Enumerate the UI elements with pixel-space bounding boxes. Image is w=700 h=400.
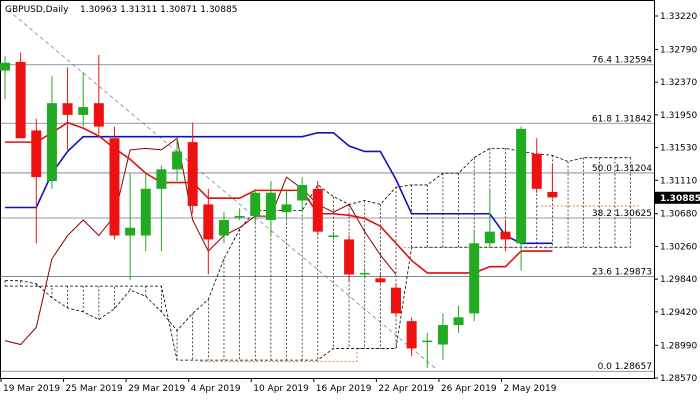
candle-body [187,142,198,206]
candle-body [0,62,10,71]
candle-body [203,204,214,240]
candle-body [500,231,511,240]
candle-body [516,128,527,244]
senkou-span-a [5,147,631,332]
candle-body [375,278,386,283]
fib-level-label: 38.2 1.30625 [592,209,652,219]
y-tick-label: 1.29420 [660,308,697,318]
candle-body [359,272,370,275]
x-tick-label: 26 Apr 2019 [441,384,497,394]
candle-body [250,192,261,217]
x-tick-label: 22 Apr 2019 [378,384,434,394]
candle-body [344,239,355,275]
y-tick-label: 1.28990 [660,341,697,351]
candle-body [140,188,151,236]
y-tick-label: 1.29840 [660,275,697,285]
x-tick-label: 16 Apr 2019 [316,384,372,394]
candle-body [172,151,183,170]
x-tick-label: 2 May 2019 [503,384,556,394]
candle-body [234,216,245,218]
y-tick-label: 1.30680 [660,210,697,220]
tenkan-sen [5,121,553,274]
current-price-label: 1.30885 [660,194,700,204]
candle-body [547,191,558,198]
candle-body [484,231,495,244]
candle-body [156,169,167,189]
candle-body [297,184,308,201]
candle-body [312,188,323,232]
ohlc-readout: 1.30963 1.31311 1.30871 1.30885 [80,5,237,15]
candle-body [406,321,417,349]
chikou-span [4,137,397,346]
plot-frame [0,0,655,379]
y-tick-label: 1.33220 [660,12,697,22]
y-tick-label: 1.31530 [660,144,697,154]
x-tick-label: 19 Mar 2019 [3,384,60,394]
candle-body [265,192,276,220]
chart-title: GBPUSD,Daily [5,5,69,15]
candle-body [78,107,89,115]
y-tick-label: 1.31950 [660,111,697,121]
candle-body [531,153,542,189]
candle-body [125,227,136,236]
candle-body [391,287,401,314]
fib-level-label: 76.4 1.32594 [592,56,652,66]
candle-body [453,317,464,326]
y-tick-label: 1.31110 [660,176,697,186]
fib-level-label: 0.0 1.28657 [598,362,652,372]
x-tick-label: 4 Apr 2019 [191,384,241,394]
senkou-span-b [5,246,631,361]
y-tick-label: 1.32790 [660,45,697,55]
candle-body [15,61,26,139]
candle-body [469,243,480,314]
y-tick-label: 1.32370 [660,78,697,88]
candle-body [328,235,339,238]
candle-body [437,325,448,345]
candle-body [62,103,73,115]
x-tick-label: 25 Mar 2019 [66,384,123,394]
candle-body [46,103,57,182]
x-tick-label: 29 Mar 2019 [128,384,185,394]
candle-body [93,103,104,127]
trend-line [7,9,436,369]
y-tick-label: 1.28570 [660,374,697,384]
kijun-sen [5,131,553,245]
candle-body [31,130,42,178]
current-price-box [655,191,700,204]
fib-level-label: 50.0 1.31204 [592,164,652,174]
candle-body [281,204,292,213]
candle-body [109,138,120,236]
candle-body [218,219,229,236]
x-tick-label: 10 Apr 2019 [253,384,309,394]
candle-body [422,340,433,343]
fib-level-label: 61.8 1.31842 [592,114,652,124]
fib-level-label: 23.6 1.29873 [592,268,652,278]
y-tick-label: 1.30260 [660,242,697,252]
